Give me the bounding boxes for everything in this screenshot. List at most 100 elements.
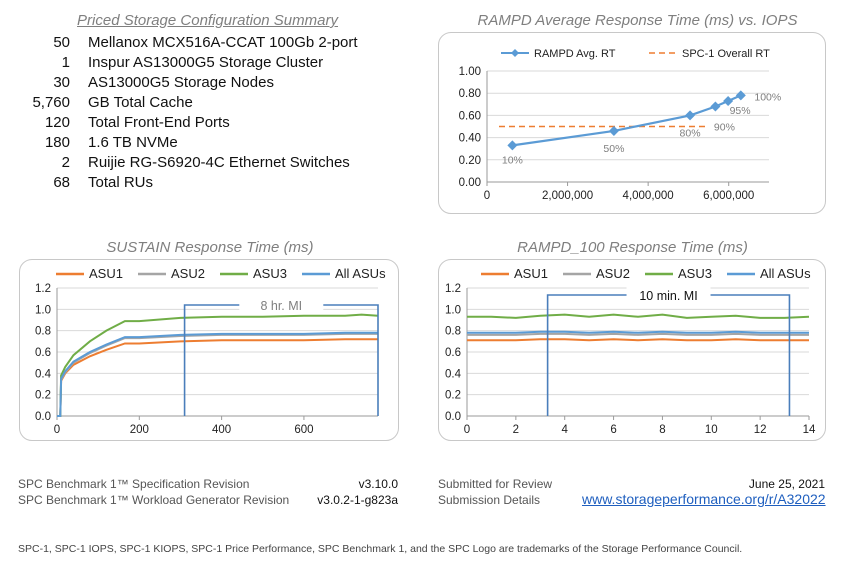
y-tick-label: 0.2 (35, 390, 51, 402)
spec-revision-label: SPC Benchmark 1™ Specification Revision (18, 477, 250, 491)
y-tick-label: 0.20 (459, 155, 481, 167)
measurement-interval-label-bg (626, 287, 711, 303)
data-label: 10% (502, 154, 523, 166)
y-tick-label: 1.0 (445, 304, 461, 316)
legend-label: ASU3 (678, 266, 712, 281)
sustain-chart-panel: 0.0 0.2 0.4 0.6 0.8 1.0 1.2 0 200 400 600 8 hr. MI A… (19, 259, 399, 441)
summary-label: Mellanox MCX516A-CCAT 100Gb 2-port (88, 34, 358, 51)
legend-label: RAMPD Avg. RT (534, 48, 616, 60)
legend-label: ASU2 (596, 266, 630, 281)
y-tick-label: 0.2 (445, 390, 461, 402)
summary-label: Total RUs (88, 174, 154, 191)
legend-label: SPC-1 Overall RT (682, 48, 770, 60)
details-label: Submission Details (438, 493, 541, 507)
x-tick-label: 4 (562, 424, 569, 436)
trademark-notice: SPC-1, SPC-1 IOPS, SPC-1 KIOPS, SPC-1 Pr… (18, 543, 743, 555)
submitted-label: Submitted for Review (438, 477, 553, 491)
rampd100-chart-title: RAMPD_100 Response Time (ms) (517, 239, 748, 256)
asu3-line (57, 313, 379, 417)
sustain-chart-title: SUSTAIN Response Time (ms) (106, 239, 314, 256)
y-tick-label: 0.00 (459, 177, 481, 189)
x-tick-label: 10 (705, 424, 718, 436)
summary-count: 30 (53, 74, 70, 91)
sustain-chart: 0.0 0.2 0.4 0.6 0.8 1.0 1.2 0 200 400 600 8 hr. MI A… (35, 266, 386, 436)
asu3-line (467, 313, 810, 319)
data-label: 80% (680, 127, 701, 139)
x-tick-label: 6,000,000 (703, 190, 754, 202)
rampd-chart-title: RAMPD Average Response Time (ms) vs. IOP… (477, 12, 798, 29)
summary-count: 68 (53, 174, 70, 191)
summary-count: 2 (61, 154, 70, 171)
y-tick-label: 1.0 (35, 304, 51, 316)
x-tick-label: 600 (294, 424, 313, 436)
all-asus-line (57, 331, 378, 417)
y-tick-label: 1.2 (35, 283, 51, 295)
y-tick-label: 1.00 (459, 66, 481, 78)
wg-revision-value: v3.0.2-1-g823a (317, 493, 398, 507)
x-tick-label: 400 (212, 424, 231, 436)
rampd-chart-panel: 0.00 0.20 0.40 0.60 0.80 1.00 0 2,000,000 4,000,… (438, 32, 826, 214)
rampd100-chart-panel: 0.0 0.2 0.4 0.6 0.8 1.0 1.2 0 2 4 6 8 10 12 14 10 min. … (438, 259, 826, 441)
summary-count: 50 (53, 34, 70, 51)
summary-label: AS13000G5 Storage Nodes (88, 74, 274, 91)
y-tick-label: 0.0 (445, 411, 461, 423)
legend-label: ASU2 (171, 266, 205, 281)
rampd-chart: 0.00 0.20 0.40 0.60 0.80 1.00 0 2,000,000 4,000,… (459, 48, 782, 202)
data-label: 50% (603, 143, 624, 155)
x-tick-label: 2 (513, 424, 519, 436)
legend-label: All ASUs (760, 266, 811, 281)
all-asus-line (467, 330, 809, 334)
measurement-interval-label: 8 hr. MI (260, 299, 302, 313)
legend-label: ASU1 (514, 266, 548, 281)
submission-details-link[interactable]: www.storageperformance.org/r/A32022 (582, 491, 826, 507)
rampd-data-point (710, 101, 721, 112)
x-tick-label: 6 (610, 424, 616, 436)
rampd-data-point (507, 140, 518, 151)
y-tick-label: 0.6 (35, 347, 51, 359)
x-tick-label: 0 (54, 424, 60, 436)
y-tick-label: 0.4 (445, 368, 462, 380)
asu1-line (467, 338, 809, 342)
summary-count: 5,760 (32, 94, 70, 111)
measurement-interval-label: 10 min. MI (639, 289, 697, 303)
y-tick-label: 0.0 (35, 411, 51, 423)
summary-label: GB Total Cache (88, 94, 193, 111)
y-tick-label: 0.8 (35, 326, 51, 338)
x-tick-label: 4,000,000 (623, 190, 674, 202)
summary-label: Ruijie RG-S6920-4C Ethernet Switches (88, 154, 350, 171)
y-tick-label: 1.2 (445, 283, 461, 295)
y-tick-label: 0.80 (459, 88, 481, 100)
measurement-interval-bracket (183, 304, 379, 416)
summary-title: Priced Storage Configuration Summary (77, 12, 338, 29)
legend-marker (511, 49, 519, 57)
y-tick-label: 0.40 (459, 133, 481, 145)
legend-label: All ASUs (335, 266, 386, 281)
x-tick-label: 0 (484, 190, 490, 202)
x-tick-label: 12 (754, 424, 767, 436)
x-tick-label: 2,000,000 (542, 190, 593, 202)
data-label: 100% (754, 91, 781, 103)
x-tick-label: 200 (130, 424, 149, 436)
x-tick-label: 0 (464, 424, 470, 436)
data-label: 95% (730, 105, 751, 117)
submitted-value: June 25, 2021 (748, 477, 825, 491)
summary-label: Total Front-End Ports (88, 114, 230, 131)
rampd-data-point (685, 110, 696, 121)
asu1-line (57, 338, 378, 417)
summary-label: Inspur AS13000G5 Storage Cluster (88, 54, 324, 71)
asu2-line (467, 332, 809, 336)
measurement-interval-label-bg (239, 297, 324, 313)
y-tick-label: 0.4 (35, 368, 52, 380)
rampd-data-point (723, 95, 734, 106)
summary-label: 1.6 TB NVMe (88, 134, 178, 151)
legend-label: ASU3 (253, 266, 287, 281)
legend-label: ASU1 (89, 266, 123, 281)
summary-list: 50 Mellanox MCX516A-CCAT 100Gb 2-port 1 … (0, 34, 380, 204)
y-tick-label: 0.60 (459, 110, 481, 122)
rampd100-chart: 0.0 0.2 0.4 0.6 0.8 1.0 1.2 0 2 4 6 8 10 12 14 10 min. … (445, 266, 816, 436)
summary-count: 1 (61, 54, 70, 71)
wg-revision-label: SPC Benchmark 1™ Workload Generator Revi… (18, 493, 290, 507)
data-label: 90% (714, 122, 735, 134)
y-tick-label: 0.6 (445, 347, 461, 359)
spec-revision-value: v3.10.0 (358, 477, 398, 491)
